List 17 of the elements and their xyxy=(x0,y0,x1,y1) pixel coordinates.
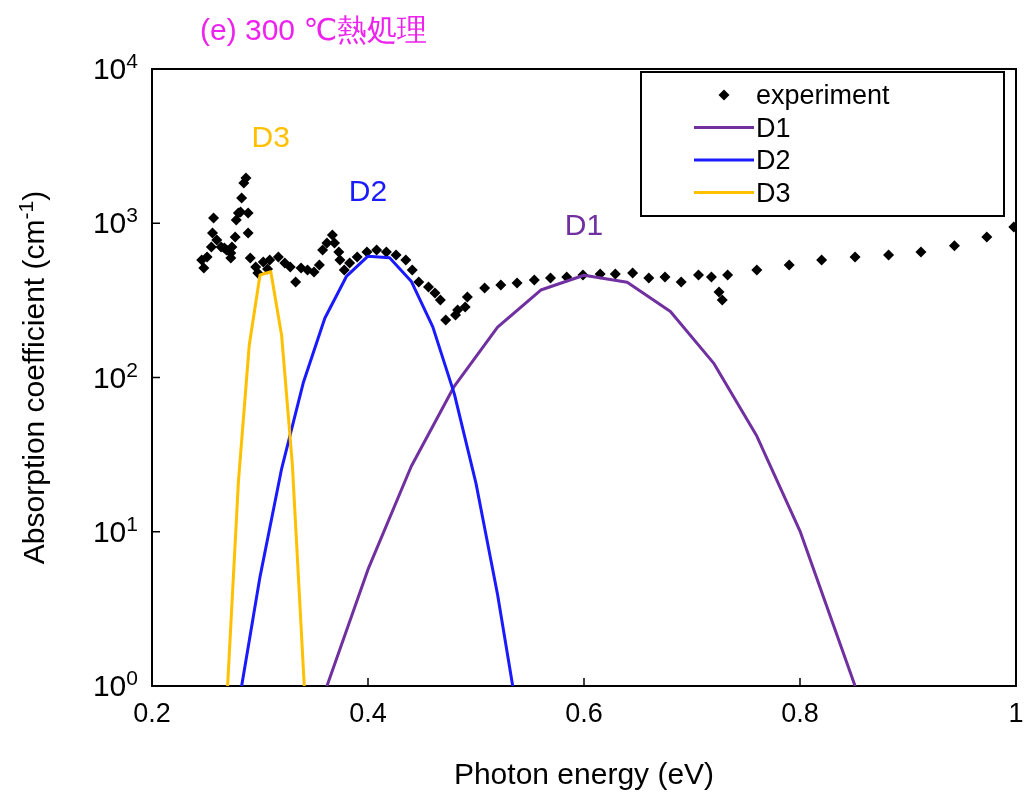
annotation: D1 xyxy=(564,208,604,242)
x-tick-label: 1 xyxy=(1008,698,1024,728)
annotation: D3 xyxy=(251,119,290,153)
legend-label: D3 xyxy=(756,177,791,208)
legend-label: D2 xyxy=(756,145,791,175)
legend-label: D1 xyxy=(756,112,791,143)
annotation: D2 xyxy=(348,174,388,208)
x-tick-label: 0.8 xyxy=(781,698,819,728)
x-axis-title: Photon energy (eV) xyxy=(453,757,715,790)
y-tick-label: 10$^{2}$ xyxy=(92,357,138,394)
y-tick-label: 10$^{1}$ xyxy=(92,511,138,548)
y-tick-label: 10$^{4}$ xyxy=(92,48,139,85)
legend-label: experiment xyxy=(756,80,891,110)
x-tick-label: 0.4 xyxy=(349,698,387,728)
chart-title: (e) 300 ℃熱処理 xyxy=(200,13,428,46)
y-tick-label: 10$^{3}$ xyxy=(92,202,138,240)
x-tick-label: 0.6 xyxy=(565,698,603,728)
